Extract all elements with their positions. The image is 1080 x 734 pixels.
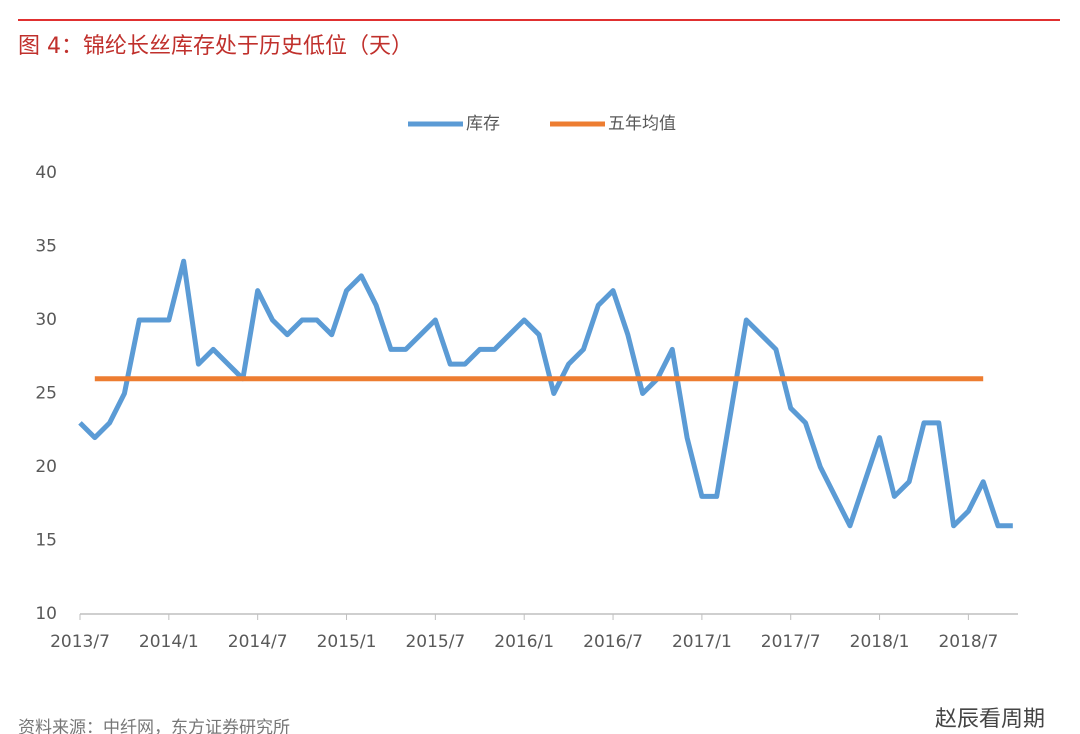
x-tick-label: 2017/1 [672,632,732,652]
y-tick-label: 30 [35,310,57,330]
y-tick-label: 25 [35,384,57,404]
x-tick-label: 2016/1 [494,632,554,652]
x-tick-label: 2014/7 [228,632,288,652]
chart-title: 图 4：锦纶长丝库存处于历史低位（天） [18,34,413,59]
y-tick-label: 35 [35,237,57,257]
y-tick-label: 15 [35,531,57,551]
legend-label: 库存 [466,114,500,134]
x-tick-label: 2017/7 [761,632,821,652]
watermark: 赵辰看周期 [935,707,1045,732]
x-tick-label: 2013/7 [50,632,110,652]
legend-label: 五年均值 [608,114,676,134]
x-tick-label: 2015/1 [317,632,377,652]
x-tick-label: 2018/1 [850,632,910,652]
x-tick-label: 2016/7 [583,632,643,652]
x-tick-label: 2015/7 [405,632,465,652]
y-tick-label: 40 [35,163,57,183]
series-line [78,258,1013,529]
y-tick-label: 20 [35,457,57,477]
x-tick-label: 2018/7 [938,632,998,652]
y-tick-label: 10 [35,604,57,624]
x-tick-label: 2014/1 [139,632,199,652]
source-note: 资料来源：中纤网，东方证券研究所 [18,718,290,734]
